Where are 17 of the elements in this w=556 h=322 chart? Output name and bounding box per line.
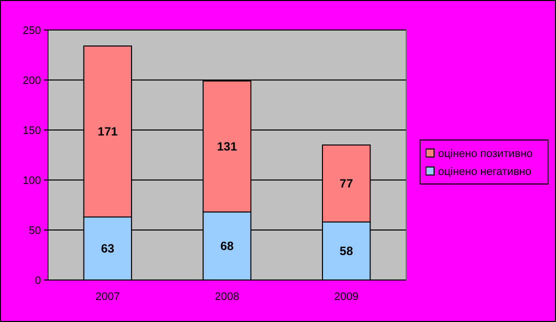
data-label: 63 xyxy=(100,242,115,256)
data-label: 58 xyxy=(340,244,354,258)
y-tick-label: 50 xyxy=(28,225,41,237)
y-tick-label: 250 xyxy=(22,25,41,37)
y-tick-label: 100 xyxy=(22,175,41,187)
legend-label: оцінено позитивно xyxy=(438,148,533,160)
data-label: 77 xyxy=(340,176,354,190)
y-tick-label: 0 xyxy=(34,275,41,287)
data-label: 68 xyxy=(220,239,234,253)
x-tick-label: 2007 xyxy=(95,291,120,303)
legend-label: оцінено негативно xyxy=(438,166,532,178)
y-tick-label: 200 xyxy=(22,75,41,87)
x-tick-label: 2008 xyxy=(214,291,240,303)
x-tick-label: 2009 xyxy=(334,291,359,303)
data-label: 131 xyxy=(216,140,238,154)
data-label: 171 xyxy=(98,124,118,138)
y-tick-label: 150 xyxy=(22,125,41,137)
